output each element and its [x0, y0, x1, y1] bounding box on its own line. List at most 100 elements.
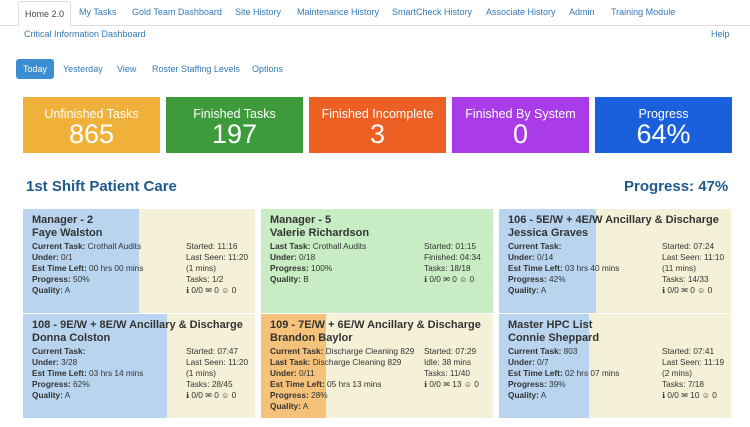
card-field-label: Under:	[508, 252, 535, 262]
tile-progress[interactable]: Progress 64%	[595, 97, 732, 153]
nav-home[interactable]: Home 2.0	[18, 1, 72, 27]
associate-card[interactable]: Master HPC List Connie Sheppard Current Ta…	[499, 314, 731, 418]
info-circle-icon: ℹ︎	[662, 391, 666, 400]
card-field: Under: 0/1	[32, 252, 73, 262]
card-field: Quality: A	[32, 285, 70, 295]
card-stat: Tasks: 14/33	[662, 274, 709, 284]
card-field-label: Current Task:	[508, 241, 562, 251]
card-field: Under: 0/14	[508, 252, 553, 262]
card-field: Progress: 62%	[32, 379, 90, 389]
pill-today[interactable]: Today	[16, 59, 55, 79]
card-field-value: 03 hrs 40 mins	[565, 263, 620, 273]
comment-icon: ✉︎	[681, 286, 688, 295]
card-field: Last Task: Crothall Audits	[270, 241, 366, 251]
counter-value: 0	[469, 274, 475, 284]
card-field: Last Task: Discharge Cleaning 829	[270, 357, 401, 367]
associate-card[interactable]: Manager - 2 Faye Walston Current Task: Cro…	[23, 209, 255, 313]
card-field-label: Quality:	[508, 285, 539, 295]
card-field-label: Current Task:	[32, 241, 86, 251]
card-title: Manager - 5	[270, 214, 332, 226]
nav-gold-team-dashboard[interactable]: Gold Team Dashboard	[132, 7, 222, 17]
card-field: Progress: 42%	[508, 274, 566, 284]
card-field-value: 100%	[311, 263, 333, 273]
info-circle-icon: ℹ︎	[424, 275, 428, 284]
card-field: Under: 0/7	[508, 357, 549, 367]
card-field-label: Last Task:	[270, 357, 311, 367]
counter-value: 0	[474, 379, 479, 389]
card-field-value: 0/14	[537, 252, 554, 262]
card-field: Under: 3/28	[32, 357, 77, 367]
card-field-value: 0/1	[61, 252, 73, 262]
tile-finished-by-system[interactable]: Finished By System 0	[452, 97, 589, 153]
card-field-label: Under:	[270, 368, 297, 378]
pill-options[interactable]: Options	[252, 64, 284, 74]
card-stat: Tasks: 1/2	[186, 274, 224, 284]
nav-associate-history[interactable]: Associate History	[486, 7, 556, 17]
card-field-value: 05 hrs 13 mins	[327, 379, 382, 389]
card-stat: Tasks: 11/40	[424, 368, 470, 378]
nav-training-module[interactable]: Training Module	[611, 7, 676, 17]
card-progress-fill	[261, 209, 493, 313]
top-nav: Home 2.0 My Tasks Gold Team Dashboard Si…	[0, 0, 750, 27]
card-field-value: 62%	[73, 379, 90, 389]
person-icon: ☺︎	[221, 286, 230, 295]
tile-finished-incomplete[interactable]: Finished Incomplete 3	[309, 97, 446, 153]
nav-maintenance-history[interactable]: Maintenance History	[297, 7, 380, 17]
counter-value: 0	[231, 285, 237, 295]
card-field: Quality: B	[270, 274, 309, 284]
card-name: Brandon Baylor	[270, 332, 353, 344]
tile-label: Unfinished Tasks	[44, 107, 139, 121]
counter-value: 0/0	[429, 274, 441, 284]
nav-my-tasks[interactable]: My Tasks	[79, 7, 117, 17]
card-field: Est Time Left: 03 hrs 40 mins	[508, 263, 619, 273]
card-field-label: Progress:	[270, 263, 309, 273]
card-field: Progress: 100%	[270, 263, 332, 273]
card-field-value: 00 hrs 00 mins	[89, 263, 144, 273]
card-field-label: Current Task:	[32, 346, 86, 356]
nav-help[interactable]: Help	[711, 29, 730, 39]
card-stat: Started: 07:24	[662, 241, 715, 251]
card-stat: Last Seen: 11:19	[662, 357, 725, 367]
pill-view[interactable]: View	[117, 64, 137, 74]
card-name: Connie Sheppard	[508, 332, 600, 344]
tile-label: Finished By System	[465, 107, 576, 121]
associate-card[interactable]: 106 - 5E/W + 4E/W Ancillary & Discharge J…	[499, 209, 731, 313]
tile-value: 197	[211, 119, 258, 149]
card-field: Current Task:	[32, 346, 85, 356]
card-field-value: 0/7	[537, 357, 549, 367]
card-field: Progress: 50%	[32, 274, 90, 284]
nav-admin[interactable]: Admin	[569, 7, 595, 17]
tile-unfinished-tasks[interactable]: Unfinished Tasks 865	[23, 97, 160, 153]
card-field: Est Time Left: 00 hrs 00 mins	[32, 263, 143, 273]
tile-finished-tasks[interactable]: Finished Tasks 197	[166, 97, 303, 153]
nav-site-history[interactable]: Site History	[235, 7, 282, 17]
card-counters: ℹ︎ 0/0 ✉︎ 13 ☺︎ 0	[424, 379, 479, 389]
card-counters: ℹ︎ 0/0 ✉︎ 10 ☺︎ 0	[662, 390, 717, 400]
nav-critical-information-dashboard[interactable]: Critical Information Dashboard	[24, 29, 146, 39]
card-title: 106 - 5E/W + 4E/W Ancillary & Discharge	[508, 214, 719, 226]
card-field: Under: 0/18	[270, 252, 315, 262]
associate-card[interactable]: 109 - 7E/W + 6E/W Ancillary & Discharge B…	[261, 314, 493, 418]
card-field-label: Under:	[270, 252, 297, 262]
card-field-label: Est Time Left:	[32, 263, 87, 273]
card-field-label: Est Time Left:	[32, 368, 87, 378]
card-field: Est Time Left: 05 hrs 13 mins	[270, 379, 381, 389]
card-field-value: A	[540, 285, 547, 295]
person-icon: ☺︎	[463, 380, 472, 389]
card-stat: Started: 11:16	[186, 241, 238, 251]
card-field-label: Under:	[32, 357, 59, 367]
card-field-value: A	[540, 390, 547, 400]
associate-card[interactable]: Manager - 5 Valerie Richardson Last Task: …	[261, 209, 493, 313]
associate-card[interactable]: 108 - 9E/W + 8E/W Ancillary & Discharge D…	[23, 314, 255, 418]
pill-roster-staffing-levels[interactable]: Roster Staffing Levels	[152, 64, 240, 74]
card-stat: Started: 07:29	[424, 346, 477, 356]
card-stat: Started: 01:15	[424, 241, 477, 251]
card-stat: Idle: 38 mins	[424, 357, 472, 367]
pill-yesterday[interactable]: Yesterday	[63, 64, 103, 74]
card-name: Valerie Richardson	[270, 227, 370, 239]
card-field: Progress: 28%	[270, 390, 328, 400]
nav-smartcheck-history[interactable]: SmartCheck History	[392, 7, 473, 17]
card-counters: ℹ︎ 0/0 ✉︎ 0 ☺︎ 0	[662, 285, 712, 295]
tile-value: 3	[369, 119, 386, 149]
person-icon: ☺︎	[459, 275, 468, 284]
